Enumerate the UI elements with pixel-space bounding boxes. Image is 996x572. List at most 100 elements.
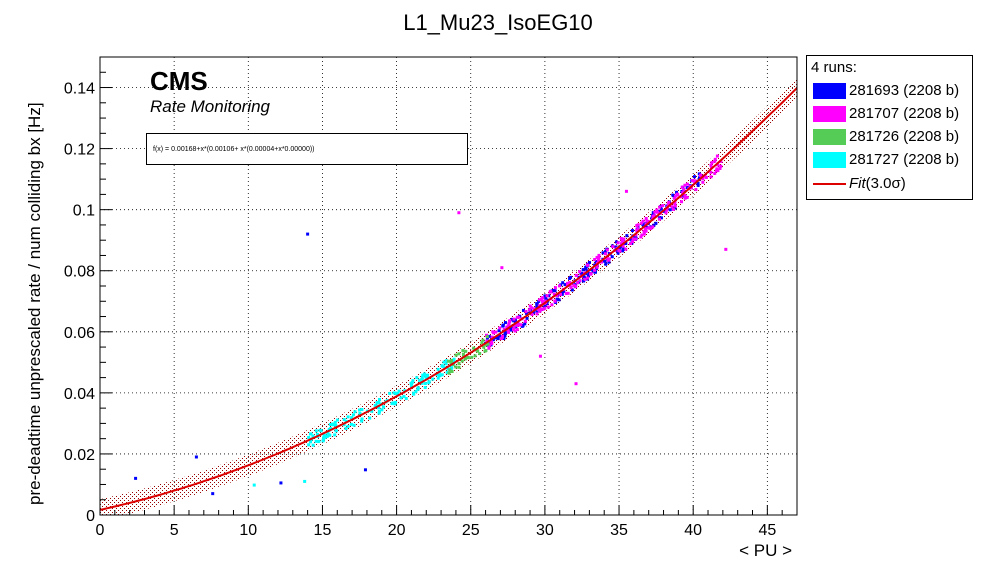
data-point	[461, 349, 465, 353]
data-point	[709, 175, 713, 179]
data-point	[697, 176, 701, 180]
data-point	[605, 256, 609, 260]
cms-label: CMS	[150, 66, 208, 96]
data-point	[524, 310, 528, 314]
data-point	[681, 191, 685, 195]
data-point-outlier	[252, 483, 256, 487]
y-axis-ticks: 0 0.02 0.04 0.06 0.08 0.1 0.12 0.14	[64, 71, 112, 525]
data-point	[714, 169, 718, 173]
data-point	[604, 262, 608, 266]
y-tick-label: 0.06	[64, 325, 95, 342]
data-point	[642, 232, 646, 236]
data-point	[605, 248, 609, 252]
data-point	[566, 291, 570, 295]
data-point	[665, 208, 669, 212]
data-point	[601, 251, 605, 255]
data-point	[675, 193, 679, 197]
data-point	[370, 409, 374, 413]
data-point-outlier	[574, 382, 578, 386]
data-point	[715, 167, 719, 171]
data-point	[488, 341, 492, 345]
data-point	[344, 419, 348, 423]
data-point	[416, 387, 420, 391]
x-tick-label: 25	[462, 522, 480, 539]
data-point	[713, 159, 717, 163]
y-tick-label: 0.04	[64, 386, 95, 403]
data-point	[642, 229, 646, 233]
data-point	[352, 423, 356, 427]
data-point	[480, 341, 484, 345]
legend: 4 runs: 281693 (2208 b) 281707 (2208 b) …	[806, 55, 973, 200]
data-point	[485, 339, 489, 343]
legend-item-281707: 281707 (2208 b)	[807, 103, 972, 125]
data-point	[460, 359, 464, 363]
data-point	[539, 307, 543, 311]
data-point-outlier	[303, 479, 307, 483]
data-point	[691, 179, 695, 183]
data-point	[490, 335, 494, 339]
legend-swatch-281693	[813, 83, 846, 99]
data-point	[666, 202, 670, 206]
data-point-outlier	[211, 492, 215, 496]
data-point	[644, 229, 648, 233]
data-point	[545, 298, 549, 302]
data-point	[709, 163, 713, 167]
data-point	[685, 182, 689, 186]
data-point	[514, 323, 518, 327]
data-point	[699, 173, 703, 177]
data-point	[440, 373, 444, 377]
data-point	[426, 373, 430, 377]
plot-frame	[99, 56, 798, 516]
data-point	[521, 324, 525, 328]
data-point	[507, 321, 511, 325]
data-point	[572, 283, 576, 287]
data-point	[326, 431, 330, 435]
data-point	[604, 249, 608, 253]
data-point	[664, 211, 668, 215]
data-point	[500, 334, 504, 338]
data-point	[309, 440, 313, 444]
data-point	[578, 270, 582, 274]
data-point	[353, 410, 357, 414]
data-point	[715, 154, 719, 158]
data-point	[586, 276, 590, 280]
data-point	[631, 240, 635, 244]
data-point	[491, 330, 495, 334]
data-point	[377, 410, 381, 414]
data-point	[457, 361, 461, 365]
data-point	[597, 253, 601, 257]
x-tick-label: 35	[610, 522, 628, 539]
data-point	[360, 417, 364, 421]
data-point	[622, 237, 626, 241]
data-point	[516, 323, 520, 327]
data-point	[390, 402, 394, 406]
data-point	[508, 319, 512, 323]
data-point	[548, 289, 552, 293]
data-point	[342, 423, 346, 427]
data-point	[377, 406, 381, 410]
data-point	[521, 308, 525, 312]
data-point	[412, 391, 416, 395]
data-point	[546, 305, 550, 309]
data-point	[393, 391, 397, 395]
data-point	[646, 220, 650, 224]
data-point	[587, 274, 591, 278]
data-point	[360, 419, 364, 423]
data-point	[368, 416, 372, 420]
data-point	[501, 324, 505, 328]
data-point	[671, 193, 675, 197]
legend-swatch-fit	[813, 183, 846, 185]
data-point	[449, 368, 453, 372]
data-point	[543, 299, 547, 303]
data-point	[631, 237, 635, 241]
data-point	[661, 204, 665, 208]
data-point	[588, 272, 592, 276]
data-point	[718, 166, 722, 170]
data-point	[375, 401, 379, 405]
data-point	[621, 240, 625, 244]
legend-item-281693: 281693 (2208 b)	[807, 80, 972, 102]
data-point	[342, 418, 346, 422]
data-point	[553, 286, 557, 290]
data-point	[652, 223, 656, 227]
data-point	[640, 221, 644, 225]
